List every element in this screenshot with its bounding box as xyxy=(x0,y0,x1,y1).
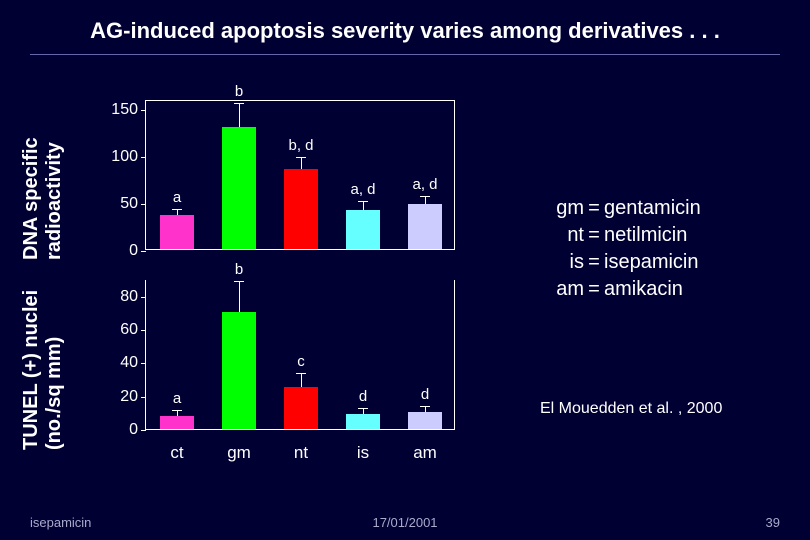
legend-eq: = xyxy=(584,195,604,222)
tick-mark xyxy=(141,297,146,298)
error-cap xyxy=(172,410,182,411)
significance-label: a, d xyxy=(350,181,375,198)
legend: gm=gentamicinnt=netilmicinis=isepamicina… xyxy=(540,195,701,303)
bar-is xyxy=(346,210,380,249)
footer-date: 17/01/2001 xyxy=(372,515,437,530)
legend-eq: = xyxy=(584,276,604,303)
significance-label: b xyxy=(235,83,243,100)
significance-label: b xyxy=(235,261,243,278)
tick-label: 0 xyxy=(129,421,138,439)
legend-key: nt xyxy=(540,222,584,249)
error-bar xyxy=(363,202,364,210)
tick-label: 20 xyxy=(120,388,138,406)
bar-is xyxy=(346,414,380,429)
significance-label: a, d xyxy=(412,176,437,193)
bar-nt xyxy=(284,169,318,249)
tick-label: 150 xyxy=(111,101,138,119)
significance-label: a xyxy=(173,189,181,206)
tick-mark xyxy=(141,204,146,205)
error-cap xyxy=(296,373,306,374)
tick-mark xyxy=(141,157,146,158)
y-axis-label-top: DNA specificradioactivity xyxy=(20,137,66,260)
tick-label: 60 xyxy=(120,321,138,339)
error-cap xyxy=(234,103,244,104)
legend-val: netilmicin xyxy=(604,222,687,249)
error-bar xyxy=(301,158,302,169)
chart-dna-radioactivity: 050100150abb, da, da, d xyxy=(145,100,455,250)
error-bar xyxy=(425,407,426,412)
error-bar xyxy=(239,104,240,127)
legend-row: is=isepamicin xyxy=(540,249,701,276)
tick-mark xyxy=(141,110,146,111)
legend-row: gm=gentamicin xyxy=(540,195,701,222)
bar-gm xyxy=(222,312,256,429)
x-axis-label: nt xyxy=(294,443,308,463)
citation: El Mouedden et al. , 2000 xyxy=(540,400,722,418)
legend-val: amikacin xyxy=(604,276,683,303)
tick-mark xyxy=(141,363,146,364)
slide-number: 39 xyxy=(766,515,780,530)
bar-am xyxy=(408,204,442,249)
error-bar xyxy=(177,210,178,216)
legend-val: isepamicin xyxy=(604,249,698,276)
error-bar xyxy=(177,411,178,416)
legend-eq: = xyxy=(584,249,604,276)
error-cap xyxy=(358,408,368,409)
error-bar xyxy=(363,409,364,414)
tick-label: 0 xyxy=(129,242,138,260)
error-cap xyxy=(358,201,368,202)
error-cap xyxy=(234,281,244,282)
legend-eq: = xyxy=(584,222,604,249)
error-cap xyxy=(420,196,430,197)
x-axis-label: is xyxy=(357,443,369,463)
divider xyxy=(30,54,780,55)
tick-label: 50 xyxy=(120,195,138,213)
legend-key: gm xyxy=(540,195,584,222)
tick-mark xyxy=(141,251,146,252)
legend-val: gentamicin xyxy=(604,195,701,222)
x-axis-label: ct xyxy=(170,443,183,463)
x-axis-label: gm xyxy=(227,443,251,463)
legend-row: am=amikacin xyxy=(540,276,701,303)
significance-label: a xyxy=(173,390,181,407)
legend-row: nt=netilmicin xyxy=(540,222,701,249)
significance-label: d xyxy=(421,386,429,403)
tick-mark xyxy=(141,430,146,431)
bar-ct xyxy=(160,416,194,429)
error-bar xyxy=(301,374,302,387)
legend-key: is xyxy=(540,249,584,276)
y-axis-label-bottom: TUNEL (+) nuclei(no./sq mm) xyxy=(20,290,66,450)
tick-label: 100 xyxy=(111,148,138,166)
bar-ct xyxy=(160,215,194,249)
x-axis-label: am xyxy=(413,443,437,463)
error-bar xyxy=(425,197,426,205)
tick-mark xyxy=(141,330,146,331)
significance-label: d xyxy=(359,388,367,405)
error-cap xyxy=(172,209,182,210)
tick-label: 40 xyxy=(120,354,138,372)
chart-tunel-nuclei: 020406080actbgmcntdisdam xyxy=(145,280,455,430)
tick-mark xyxy=(141,397,146,398)
tick-label: 80 xyxy=(120,288,138,306)
error-cap xyxy=(296,157,306,158)
error-bar xyxy=(239,282,240,312)
bar-am xyxy=(408,412,442,429)
significance-label: b, d xyxy=(288,137,313,154)
footer-label: isepamicin xyxy=(30,515,91,530)
significance-label: c xyxy=(297,353,305,370)
slide-title: AG-induced apoptosis severity varies amo… xyxy=(0,0,810,44)
bar-nt xyxy=(284,387,318,429)
legend-key: am xyxy=(540,276,584,303)
bar-gm xyxy=(222,127,256,249)
error-cap xyxy=(420,406,430,407)
